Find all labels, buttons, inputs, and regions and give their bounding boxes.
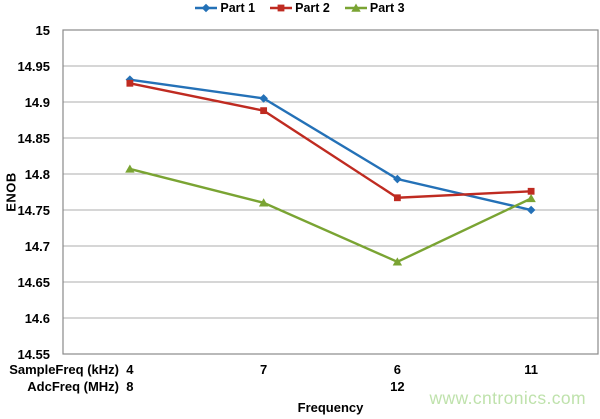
x-tick-value-row1: 4 [126,362,134,377]
y-tick-label: 14.7 [24,239,50,254]
marker-part-2-point-0 [126,79,134,87]
x-tick-value-row2: 8 [126,379,134,394]
part-1-line-diamond-icon [195,3,218,13]
marker-part-1-point-3 [526,205,536,215]
x-axis-title: Frequency [297,400,364,415]
x-tick-value-row2: 12 [390,379,405,394]
y-tick-label: 14.9 [24,95,50,110]
legend-marker-part-3 [351,3,361,12]
y-tick-label: 14.65 [17,275,50,290]
series-line-part-1 [129,78,532,212]
marker-part-3-point-1 [258,198,269,207]
watermark: www.cntronics.com [429,388,586,408]
marker-part-1-point-2 [393,174,402,184]
part-3-line-triangle-icon [344,3,367,12]
marker-part-2-point-3 [527,187,535,195]
marker-part-3-point-3 [526,193,536,203]
y-tick-label: 14.8 [24,167,50,182]
x-axis-row-label-samplefreq: SampleFreq (kHz) [9,362,119,377]
y-tick-label: 15 [35,23,50,38]
legend-label-part-1: Part 1 [220,1,256,15]
x-tick-value-row1: 6 [393,362,401,377]
series-line-part-2 [129,82,532,199]
legend-label-part-2: Part 2 [295,1,330,15]
x-axis-row-label-adcfreq: AdcFreq (MHz) [27,379,119,394]
y-tick-label: 14.95 [17,59,50,74]
legend-label-part-3: Part 3 [369,1,405,15]
marker-part-3-point-2 [392,257,403,266]
legend-item-part-2: Part 2 [270,1,330,15]
y-tick-label: 14.85 [17,131,50,146]
legend-item-part-1: Part 1 [195,1,255,15]
legend: Part 1 Part 2 Part 3 [0,1,600,15]
x-tick-value-row1: 11 [524,362,538,377]
legend-item-part-3: Part 3 [344,1,405,15]
marker-part-3-point-0 [125,164,135,173]
legend-marker-part-1 [202,3,211,13]
marker-part-2-point-1 [260,107,268,115]
plot-border [62,29,599,355]
y-tick-label: 14.55 [17,347,50,362]
y-tick-label: 14.75 [17,203,50,218]
marker-part-2-point-2 [393,194,401,202]
marker-part-1-point-1 [259,94,268,103]
legend-marker-part-2 [277,4,285,12]
part-2-line-square-icon [270,4,293,12]
y-tick-label: 14.6 [24,311,50,326]
series-line-part-3 [129,167,532,264]
x-tick-value-row1: 7 [260,362,268,377]
